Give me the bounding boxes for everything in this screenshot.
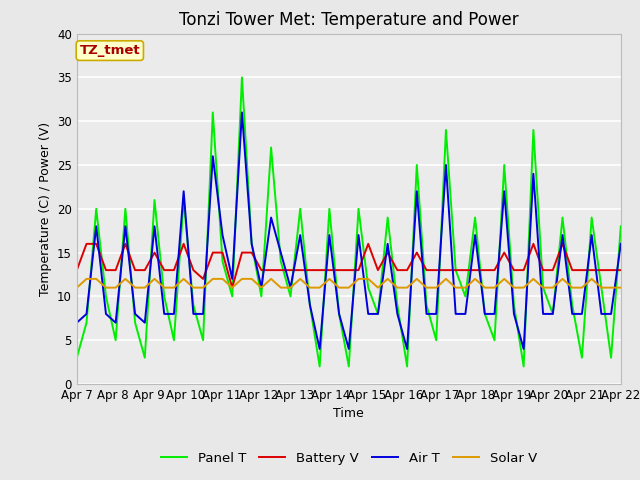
Text: TZ_tmet: TZ_tmet — [79, 44, 140, 57]
Solar V — [316, 285, 323, 290]
Line: Panel T: Panel T — [77, 77, 621, 367]
Line: Battery V: Battery V — [77, 244, 621, 288]
Y-axis label: Temperature (C) / Power (V): Temperature (C) / Power (V) — [38, 122, 51, 296]
Panel T — [102, 293, 110, 300]
Air T — [326, 232, 333, 238]
Panel T — [471, 215, 479, 220]
Battery V — [461, 267, 469, 273]
Solar V — [83, 276, 90, 282]
Legend: Panel T, Battery V, Air T, Solar V: Panel T, Battery V, Air T, Solar V — [156, 447, 542, 470]
Panel T — [316, 364, 323, 370]
Solar V — [73, 285, 81, 290]
Line: Air T: Air T — [77, 112, 621, 349]
Battery V — [73, 267, 81, 273]
Air T — [471, 232, 479, 238]
Battery V — [102, 267, 110, 273]
Air T — [219, 232, 227, 238]
Battery V — [238, 250, 246, 255]
Panel T — [92, 206, 100, 212]
Solar V — [102, 285, 110, 290]
Line: Solar V: Solar V — [77, 279, 621, 288]
Title: Tonzi Tower Met: Temperature and Power: Tonzi Tower Met: Temperature and Power — [179, 11, 518, 29]
Air T — [316, 346, 323, 352]
Battery V — [112, 267, 120, 273]
Solar V — [461, 285, 469, 290]
X-axis label: Time: Time — [333, 408, 364, 420]
Solar V — [452, 285, 460, 290]
Battery V — [326, 267, 333, 273]
Panel T — [219, 258, 227, 264]
Solar V — [617, 285, 625, 290]
Solar V — [228, 285, 236, 290]
Panel T — [617, 223, 625, 229]
Air T — [102, 311, 110, 317]
Battery V — [83, 241, 90, 247]
Panel T — [326, 206, 333, 212]
Air T — [92, 223, 100, 229]
Panel T — [73, 355, 81, 360]
Battery V — [471, 267, 479, 273]
Solar V — [112, 285, 120, 290]
Air T — [73, 320, 81, 325]
Air T — [461, 311, 469, 317]
Panel T — [461, 293, 469, 300]
Battery V — [617, 267, 625, 273]
Battery V — [228, 285, 236, 290]
Air T — [238, 109, 246, 115]
Air T — [617, 241, 625, 247]
Panel T — [238, 74, 246, 80]
